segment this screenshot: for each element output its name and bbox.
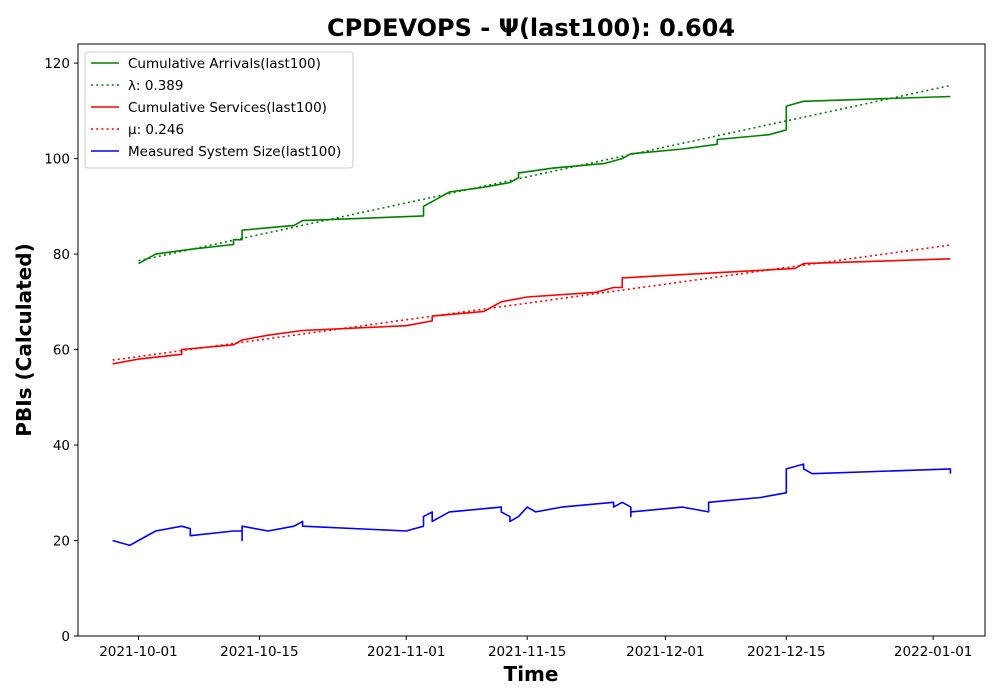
x-axis: 2021-10-01 2021-10-15 2021-11-01 2021-11-15… bbox=[99, 636, 972, 660]
x-tick-label: 2021-10-15 bbox=[220, 644, 298, 660]
series-line-4 bbox=[112, 244, 951, 361]
y-tick-label: 40 bbox=[53, 438, 70, 454]
legend-entry-cumulative-services-last100: Cumulative Services(last100) bbox=[128, 100, 327, 116]
plot-area bbox=[112, 84, 952, 547]
y-tick-label: 80 bbox=[53, 247, 70, 263]
series-line-3 bbox=[112, 258, 951, 365]
y-tick-label: 60 bbox=[53, 343, 70, 359]
x-tick-label: 2021-12-15 bbox=[747, 644, 825, 660]
y-axis-label: PBIs (Calculated) bbox=[12, 243, 36, 436]
legend-box bbox=[84, 51, 354, 169]
x-tick-label: 2021-11-01 bbox=[367, 644, 445, 660]
legend-entry-measured-system-size-last100: Measured System Size(last100) bbox=[128, 144, 341, 160]
y-tick-label: 20 bbox=[53, 534, 70, 550]
x-axis-label: Time bbox=[504, 662, 559, 686]
series-line-1 bbox=[138, 95, 951, 265]
x-tick-label: 2021-11-15 bbox=[488, 644, 566, 660]
legend-entry-0-389: λ: 0.389 bbox=[128, 78, 183, 94]
series-line-5 bbox=[112, 463, 952, 547]
plot-frame bbox=[77, 43, 986, 637]
y-axis: 0 20 40 60 80 100 120 bbox=[44, 56, 78, 645]
x-tick-label: 2022-01-01 bbox=[894, 644, 972, 660]
x-tick-label: 2021-10-01 bbox=[99, 644, 177, 660]
legend-entry-0-246: μ: 0.246 bbox=[128, 122, 184, 138]
chart-title: CPDEVOPS - Ψ(last100): 0.604 bbox=[327, 14, 735, 42]
y-tick-label: 100 bbox=[44, 152, 70, 168]
y-tick-label: 0 bbox=[61, 629, 70, 645]
x-tick-label: 2021-12-01 bbox=[626, 644, 704, 660]
y-tick-label: 120 bbox=[44, 56, 70, 72]
legend: Cumulative Arrivals(last100) λ: 0.389 Cumu… bbox=[84, 51, 354, 169]
series-line-2 bbox=[138, 84, 951, 262]
legend-entry-cumulative-arrivals-last100: Cumulative Arrivals(last100) bbox=[128, 56, 321, 72]
